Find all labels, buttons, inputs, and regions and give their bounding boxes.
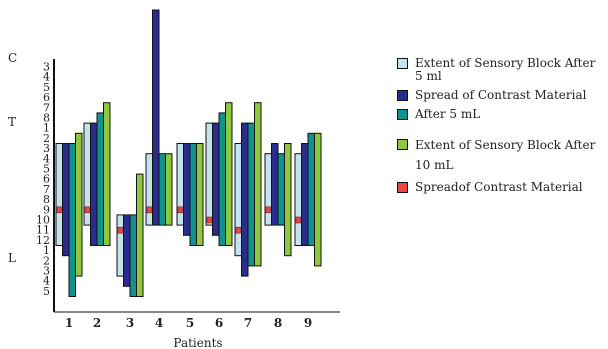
legend-swatch (397, 90, 408, 101)
x-tick-label: 6 (215, 316, 223, 330)
contrast-marker (57, 207, 62, 213)
x-tick-label: 1 (65, 316, 73, 330)
range-bar (295, 154, 302, 246)
contrast-marker (118, 227, 123, 233)
x-tick-label: 4 (155, 316, 163, 330)
range-bar (226, 103, 233, 246)
range-bar (255, 103, 262, 266)
range-bar (117, 215, 124, 276)
range-bar (166, 154, 173, 225)
range-bar (206, 123, 213, 225)
x-axis-title: Patients (173, 336, 222, 349)
legend-swatch (397, 182, 408, 193)
range-bar (242, 123, 249, 276)
x-tick-label: 8 (274, 316, 282, 330)
range-bar (130, 215, 137, 297)
legend-item: Extent of Sensory Block After 5 ml (395, 57, 605, 83)
range-bar (104, 103, 111, 246)
legend-item: Extent of Sensory Block After 10 mL (395, 135, 605, 175)
range-bar (146, 154, 153, 225)
range-bar (184, 144, 191, 236)
range-bar (315, 133, 322, 266)
range-bar (272, 144, 279, 226)
range-bar (278, 154, 285, 225)
x-tick-label: 5 (186, 316, 194, 330)
range-bar (137, 174, 144, 296)
range-bar (159, 154, 166, 225)
range-bar (197, 144, 204, 246)
legend-label: Spreadof Contrast Material (415, 180, 583, 194)
contrast-marker (296, 217, 301, 223)
y-region-label: L (8, 251, 16, 265)
range-bar (69, 144, 76, 297)
contrast-marker (266, 207, 271, 213)
range-bar (213, 123, 220, 235)
legend-label: After 5 mL (415, 107, 480, 121)
range-bar (219, 113, 226, 246)
range-bar (76, 133, 83, 276)
x-axis: 1 2 3 4 5 6 7 8 9 Patients (54, 312, 340, 349)
x-tick-label: 9 (304, 316, 312, 330)
range-bar (235, 144, 242, 256)
range-bar (308, 133, 315, 245)
range-bar (124, 215, 131, 286)
x-tick-label: 2 (93, 316, 101, 330)
range-bar (56, 144, 63, 246)
range-bar (285, 144, 292, 256)
contrast-marker (207, 217, 212, 223)
legend-label: Extent of Sensory Block After 10 mL (415, 138, 595, 172)
legend-label: Spread of Contrast Material (415, 88, 586, 102)
legend-swatch (397, 139, 408, 150)
legend-item: Spread of Contrast Material (395, 89, 605, 102)
range-bar (265, 154, 272, 225)
legend-item: After 5 mL (395, 108, 605, 121)
range-bar (190, 144, 197, 246)
chart-legend: Extent of Sensory Block After 5 ml Sprea… (395, 57, 605, 200)
x-tick-label: 3 (126, 316, 134, 330)
contrast-marker (85, 207, 90, 213)
range-bar (153, 10, 160, 225)
legend-item: Spreadof Contrast Material (395, 181, 605, 194)
contrast-marker (236, 227, 241, 233)
y-tick-label: 5 (43, 285, 50, 298)
contrast-marker (147, 207, 152, 213)
legend-swatch (397, 109, 408, 120)
range-bar (63, 144, 70, 256)
x-tick-label: 7 (244, 316, 252, 330)
bars-layer (56, 10, 321, 297)
range-bar (302, 144, 309, 246)
y-region-label: T (8, 115, 16, 129)
y-region-label: C (8, 51, 17, 65)
range-bar (91, 123, 98, 245)
legend-swatch (397, 58, 408, 69)
legend-label: Extent of Sensory Block After 5 ml (415, 56, 595, 83)
contrast-marker (178, 207, 183, 213)
range-bar (97, 113, 104, 246)
range-bar (248, 123, 255, 266)
